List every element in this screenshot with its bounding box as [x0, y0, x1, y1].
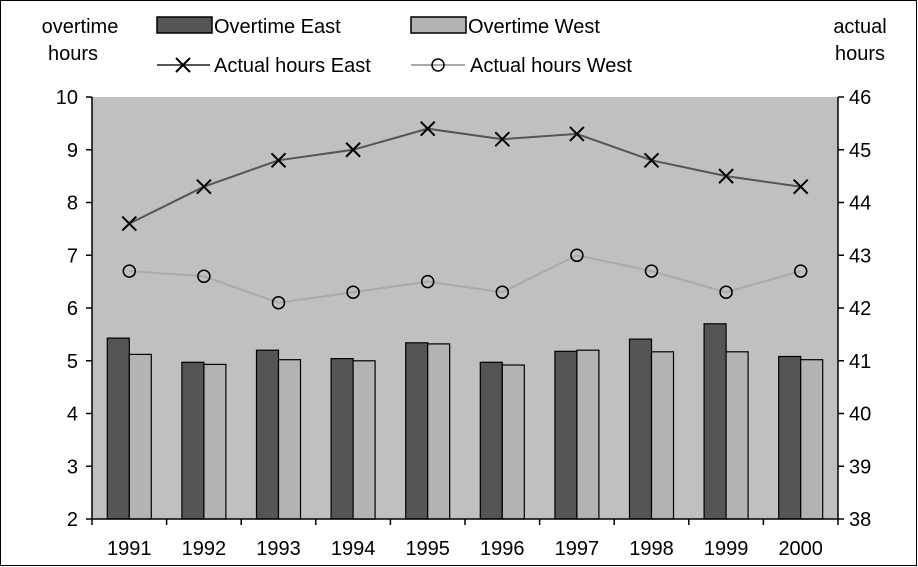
legend-swatch-overtime-east: [156, 16, 213, 34]
x-tick-label-1994: 1994: [331, 538, 376, 560]
x-tick-label-1991: 1991: [107, 538, 152, 560]
point-actual-hours-east-1999: [718, 168, 734, 184]
legend-label-actual-west: Actual hours West: [470, 55, 632, 77]
legend-circle-marker-icon: [431, 58, 445, 72]
left-tick-label-5: 5: [67, 351, 78, 373]
bar-overtime-west-1994: [352, 360, 376, 520]
point-actual-hours-east-1997: [569, 126, 585, 142]
line-actual-hours-east: [128, 127, 801, 225]
legend-label-actual-east: Actual hours East: [214, 55, 371, 77]
bar-overtime-east-1994: [330, 358, 354, 520]
x-tick-label-1999: 1999: [704, 538, 749, 560]
point-actual-hours-east-2000: [792, 178, 809, 195]
right-tick-label-43: 43: [849, 245, 871, 267]
bar-overtime-east-1999: [703, 323, 727, 520]
left-axis-title-line1: overtime: [42, 16, 119, 38]
point-actual-hours-west-1992: [197, 269, 211, 284]
point-actual-hours-east-1991: [121, 215, 138, 232]
right-axis-title-line1: actual: [833, 16, 886, 38]
legend-label-overtime-west: Overtime West: [468, 16, 600, 38]
legend-x-marker-icon: [175, 57, 191, 73]
bar-overtime-west-1992: [203, 363, 227, 520]
point-actual-hours-east-1994: [345, 142, 361, 158]
left-tick-label-2: 2: [67, 509, 78, 531]
bar-overtime-east-1998: [628, 338, 653, 520]
bar-overtime-east-1995: [405, 342, 429, 520]
point-actual-hours-west-1996: [495, 285, 510, 299]
legend-swatch-overtime-west: [410, 16, 467, 34]
bar-overtime-west-1998: [650, 351, 675, 520]
left-tick-label-4: 4: [67, 404, 78, 426]
legend: Overtime East Overtime West Actual hours…: [156, 16, 632, 77]
right-tick-label-42: 42: [849, 298, 871, 320]
point-actual-hours-west-2000: [793, 264, 808, 278]
point-actual-hours-east-1993: [270, 152, 287, 169]
point-actual-hours-west-1998: [644, 264, 659, 278]
right-axis-title-line2: hours: [835, 43, 885, 65]
left-tick-label-3: 3: [67, 456, 78, 478]
bars-layer: [106, 323, 824, 520]
point-actual-hours-west-1997: [570, 248, 584, 263]
right-tick-label-46: 46: [849, 87, 871, 109]
lines-layer: [121, 120, 809, 310]
left-tick-label-6: 6: [67, 298, 78, 320]
bar-overtime-east-1993: [255, 349, 280, 520]
bar-overtime-west-1997: [576, 349, 600, 520]
point-actual-hours-west-1991: [122, 264, 137, 278]
bar-overtime-west-1999: [725, 351, 749, 520]
point-actual-hours-west-1999: [719, 285, 733, 299]
bar-overtime-west-1996: [501, 364, 525, 520]
bar-overtime-east-1997: [554, 350, 578, 520]
bar-overtime-west-1991: [128, 353, 152, 520]
right-tick-label-45: 45: [849, 140, 871, 162]
point-actual-hours-west-1995: [420, 274, 435, 289]
line-actual-hours-west: [129, 254, 801, 304]
x-tick-label-1996: 1996: [480, 538, 525, 560]
left-tick-label-10: 10: [56, 87, 78, 109]
x-tick-label-1992: 1992: [182, 538, 227, 560]
bar-overtime-west-1995: [427, 343, 451, 520]
left-tick-label-7: 7: [67, 245, 78, 267]
x-tick-label-1993: 1993: [256, 538, 301, 560]
point-actual-hours-west-1994: [346, 285, 360, 299]
x-tick-label-1998: 1998: [629, 538, 674, 560]
x-tick-label-2000: 2000: [778, 538, 823, 560]
point-actual-hours-west-1993: [271, 295, 286, 310]
bar-overtime-east-2000: [778, 355, 802, 520]
right-tick-label-38: 38: [849, 509, 871, 531]
right-tick-label-41: 41: [849, 351, 871, 373]
point-actual-hours-east-1996: [494, 131, 511, 147]
right-tick-label-44: 44: [849, 193, 871, 215]
bar-overtime-east-1992: [181, 361, 205, 520]
bar-overtime-west-1993: [277, 359, 302, 520]
left-tick-label-8: 8: [67, 193, 78, 215]
right-tick-label-40: 40: [849, 404, 871, 426]
x-tick-label-1997: 1997: [555, 538, 600, 560]
bar-overtime-east-1996: [479, 361, 503, 520]
left-tick-label-9: 9: [67, 140, 78, 162]
legend-label-overtime-east: Overtime East: [214, 16, 341, 38]
point-actual-hours-east-1995: [419, 120, 436, 137]
point-actual-hours-east-1992: [196, 178, 212, 195]
bar-overtime-west-2000: [800, 359, 824, 520]
bar-overtime-east-1991: [106, 337, 130, 520]
right-tick-label-39: 39: [849, 456, 871, 478]
x-tick-label-1995: 1995: [405, 538, 450, 560]
point-actual-hours-east-1998: [643, 152, 660, 169]
left-axis-title-line2: hours: [48, 43, 98, 65]
